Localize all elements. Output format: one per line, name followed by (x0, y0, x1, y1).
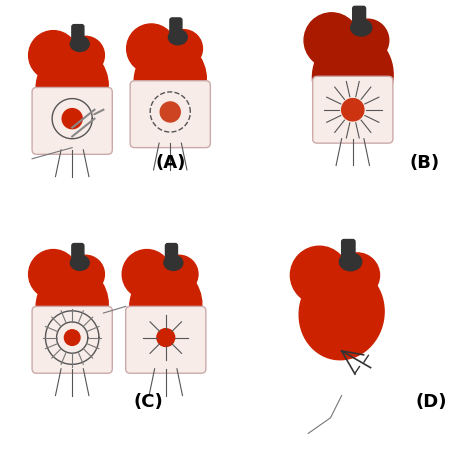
FancyBboxPatch shape (342, 240, 355, 266)
Circle shape (28, 250, 78, 299)
Circle shape (160, 102, 180, 122)
Circle shape (127, 24, 176, 73)
Circle shape (122, 250, 172, 299)
FancyBboxPatch shape (72, 243, 84, 267)
Circle shape (160, 255, 198, 293)
Text: (B): (B) (409, 154, 439, 172)
Circle shape (304, 13, 359, 68)
Ellipse shape (134, 41, 206, 120)
Circle shape (157, 329, 175, 346)
Circle shape (64, 330, 80, 345)
FancyBboxPatch shape (32, 88, 112, 154)
Ellipse shape (36, 266, 108, 346)
Ellipse shape (168, 30, 187, 45)
FancyBboxPatch shape (170, 18, 182, 41)
FancyBboxPatch shape (353, 6, 365, 32)
Ellipse shape (36, 48, 108, 127)
Circle shape (66, 255, 104, 293)
FancyBboxPatch shape (313, 76, 393, 143)
Circle shape (66, 36, 104, 74)
FancyBboxPatch shape (126, 306, 206, 373)
Circle shape (335, 253, 380, 297)
FancyBboxPatch shape (72, 25, 84, 48)
Ellipse shape (164, 255, 183, 271)
Circle shape (291, 246, 348, 304)
Ellipse shape (70, 255, 89, 271)
Circle shape (28, 30, 78, 80)
Ellipse shape (70, 36, 89, 51)
Ellipse shape (130, 266, 202, 346)
Ellipse shape (339, 253, 362, 271)
Ellipse shape (312, 32, 393, 121)
Circle shape (342, 99, 364, 121)
Text: (D): (D) (415, 393, 447, 411)
Circle shape (62, 109, 82, 128)
Text: (A): (A) (155, 154, 185, 172)
FancyBboxPatch shape (130, 81, 210, 148)
FancyBboxPatch shape (165, 243, 177, 267)
Ellipse shape (299, 266, 384, 360)
Circle shape (164, 30, 202, 68)
FancyBboxPatch shape (32, 306, 112, 373)
Text: (C): (C) (133, 393, 163, 411)
Ellipse shape (351, 19, 372, 36)
Circle shape (346, 19, 389, 61)
